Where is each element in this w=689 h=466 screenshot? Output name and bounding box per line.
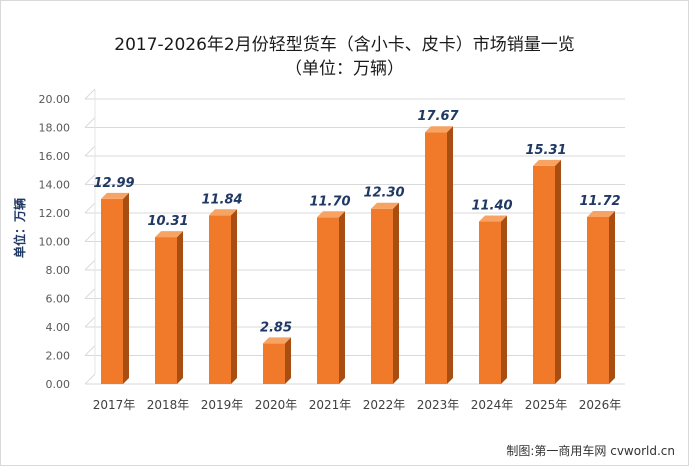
value-label: 15.31 bbox=[525, 143, 566, 158]
bars bbox=[101, 126, 615, 384]
x-tick-label: 2018年 bbox=[147, 398, 190, 412]
value-label: 12.30 bbox=[363, 186, 404, 201]
bar-top bbox=[425, 126, 453, 133]
grid-depth-line bbox=[84, 145, 96, 157]
chart-subtitle: （单位：万辆） bbox=[285, 59, 404, 79]
bar-side bbox=[177, 231, 183, 384]
y-tick-label: 2.00 bbox=[46, 350, 71, 363]
x-axis-ticks: 2017年 2018年 2019年 2020年 2021年 2022年 2023年 2024年… bbox=[93, 398, 622, 412]
bar-top bbox=[371, 202, 399, 209]
credit-text: 制图:第一商用车网 cvworld.cn bbox=[506, 444, 675, 458]
bar bbox=[425, 132, 447, 384]
bar-top bbox=[155, 231, 183, 238]
bar-side bbox=[501, 215, 507, 384]
y-tick-label: 16.00 bbox=[39, 150, 71, 163]
x-tick-label: 2019年 bbox=[201, 398, 244, 412]
bar-side bbox=[123, 192, 129, 384]
x-tick-label: 2026年 bbox=[579, 398, 622, 412]
value-label: 10.31 bbox=[147, 214, 188, 229]
y-axis-ticks: 0.00 2.00 4.00 6.00 8.00 10.00 12.00 14.00 16.00… bbox=[39, 93, 71, 391]
bar-top bbox=[263, 337, 291, 344]
bar-side bbox=[609, 210, 615, 384]
grid-depth-line bbox=[84, 88, 96, 100]
bar bbox=[101, 198, 123, 384]
grid-depth-line bbox=[84, 174, 96, 185]
bar-side bbox=[447, 126, 453, 384]
x-tick-label: 2021年 bbox=[309, 398, 352, 412]
bar-top bbox=[209, 209, 237, 216]
grid-depth-line bbox=[84, 345, 96, 356]
bar bbox=[479, 221, 501, 384]
bar-side bbox=[555, 159, 561, 384]
x-tick-label: 2020年 bbox=[255, 398, 298, 412]
bar-top bbox=[533, 159, 561, 166]
y-tick-label: 14.00 bbox=[39, 179, 71, 192]
bar bbox=[371, 208, 393, 384]
grid-depth-line bbox=[84, 259, 96, 271]
x-tick-label: 2024年 bbox=[471, 398, 514, 412]
grid-depth-line bbox=[84, 231, 96, 242]
bar bbox=[263, 343, 285, 384]
value-label: 11.70 bbox=[309, 194, 350, 209]
bar-side bbox=[339, 211, 345, 384]
value-label: 2.85 bbox=[260, 320, 292, 335]
value-label: 12.99 bbox=[93, 176, 134, 191]
y-tick-label: 12.00 bbox=[39, 207, 71, 220]
y-tick-label: 4.00 bbox=[46, 321, 71, 334]
bar-top bbox=[101, 192, 129, 199]
y-tick-label: 10.00 bbox=[39, 236, 71, 249]
bar-top bbox=[317, 211, 345, 218]
grid-depth-line bbox=[84, 316, 96, 328]
bar bbox=[155, 237, 177, 384]
x-tick-label: 2017年 bbox=[93, 398, 136, 412]
bar-top bbox=[479, 215, 507, 222]
y-tick-label: 6.00 bbox=[46, 293, 71, 306]
x-tick-label: 2022年 bbox=[363, 398, 406, 412]
grid-depth-line bbox=[84, 373, 96, 385]
x-tick-label: 2023年 bbox=[417, 398, 460, 412]
y-tick-label: 8.00 bbox=[46, 264, 71, 277]
bar-side bbox=[285, 337, 291, 384]
bar bbox=[209, 215, 231, 384]
bar-side bbox=[231, 209, 237, 384]
y-tick-label: 0.00 bbox=[46, 378, 71, 391]
value-label: 17.67 bbox=[417, 109, 459, 124]
value-label: 11.40 bbox=[471, 199, 512, 214]
value-label: 11.72 bbox=[579, 194, 620, 209]
bar bbox=[317, 217, 339, 384]
y-axis-label: 单位：万辆 bbox=[12, 198, 27, 258]
bar bbox=[533, 165, 555, 384]
value-label: 11.84 bbox=[201, 192, 242, 207]
x-tick-label: 2025年 bbox=[525, 398, 568, 412]
y-tick-label: 20.00 bbox=[39, 93, 71, 106]
grid-depth-line bbox=[84, 202, 96, 214]
value-labels: 12.99 10.31 11.84 2.85 11.70 12.30 17.67 11.40 1… bbox=[93, 109, 620, 335]
bar bbox=[587, 216, 609, 384]
grid-depth-line bbox=[84, 288, 96, 299]
bar-side bbox=[393, 202, 399, 384]
bar-top bbox=[587, 210, 615, 217]
chart-title: 2017-2026年2月份轻型货车（含小卡、皮卡）市场销量一览 bbox=[114, 35, 575, 55]
y-tick-label: 18.00 bbox=[39, 122, 71, 135]
grid-depth-line bbox=[84, 117, 96, 128]
